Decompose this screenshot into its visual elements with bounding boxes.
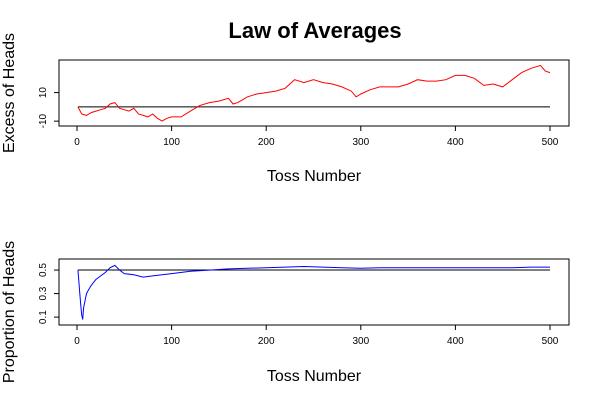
proportion-heads-panel: 0 100 200 300 400 500 0.1 0.3 0.5 Toss Number P… — [1, 241, 570, 385]
excess-y-tick-label: -10 — [38, 113, 49, 128]
proportion-x-tick-label: 0 — [74, 336, 80, 347]
proportion-x-tick-label: 300 — [352, 336, 369, 347]
excess-y-tick-label: 10 — [38, 87, 49, 99]
proportion-x-tick-label: 400 — [447, 336, 464, 347]
excess-x-tick-label: 0 — [74, 137, 80, 148]
excess-heads-panel: 0 100 200 300 400 500 -10 10 Toss Number Exces… — [1, 33, 570, 185]
excess-x-tick-label: 400 — [447, 137, 464, 148]
proportion-y-axis: 0.1 0.3 0.5 — [38, 263, 59, 324]
proportion-x-tick-label: 200 — [258, 336, 275, 347]
excess-x-axis: 0 100 200 300 400 500 — [74, 126, 559, 148]
proportion-series-line — [77, 264, 550, 320]
proportion-x-tick-label: 100 — [163, 336, 180, 347]
excess-x-axis-label: Toss Number — [267, 168, 362, 185]
proportion-x-axis-label: Toss Number — [267, 368, 362, 385]
excess-y-axis: -10 10 — [38, 87, 59, 128]
proportion-x-axis: 0 100 200 300 400 500 — [74, 325, 559, 347]
proportion-plot-frame — [58, 258, 570, 326]
proportion-y-tick-label: 0.3 — [38, 286, 49, 300]
excess-y-axis-label: Excess of Heads — [1, 33, 18, 153]
excess-plot-frame — [58, 59, 570, 127]
excess-x-tick-label: 500 — [542, 137, 559, 148]
proportion-x-tick-label: 500 — [542, 336, 559, 347]
excess-series-group — [77, 64, 551, 122]
chart-title: Law of Averages — [228, 18, 401, 43]
proportion-series-group — [77, 264, 550, 320]
excess-series-line — [77, 64, 551, 122]
excess-x-tick-label: 300 — [352, 137, 369, 148]
excess-x-tick-label: 100 — [163, 137, 180, 148]
excess-x-tick-label: 200 — [258, 137, 275, 148]
proportion-y-tick-label: 0.5 — [38, 263, 49, 277]
proportion-y-axis-label: Proportion of Heads — [1, 241, 18, 383]
proportion-y-tick-label: 0.1 — [38, 310, 49, 324]
